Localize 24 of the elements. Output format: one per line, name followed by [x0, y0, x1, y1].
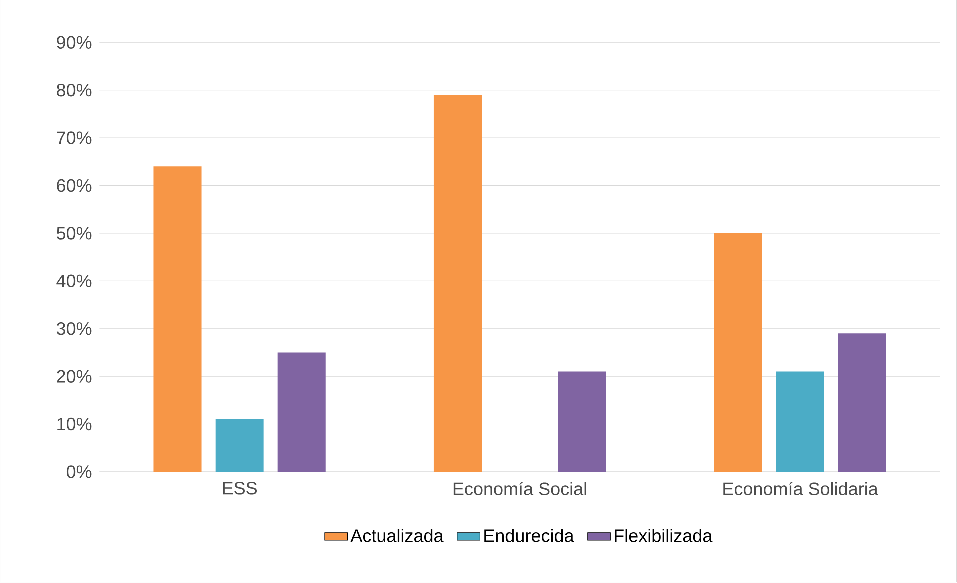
- y-tick-label: 70%: [57, 132, 92, 145]
- bar: [434, 95, 482, 472]
- y-tick-label: 20%: [57, 370, 92, 384]
- y-tick-label: 90%: [57, 36, 92, 50]
- bar: [558, 372, 606, 472]
- x-tick-label: Economía Social: [454, 482, 586, 496]
- x-tick-label: ESS: [223, 482, 258, 495]
- y-tick-label: 80%: [57, 84, 92, 97]
- x-tick-label: Economía Solidaria: [724, 482, 878, 496]
- legend-label: Flexibilizada: [615, 529, 713, 542]
- legend-label: Actualizada: [350, 529, 444, 542]
- legend-label: Endurecida: [484, 529, 574, 542]
- y-tick-label: 30%: [56, 322, 92, 336]
- y-tick-label: 10%: [58, 418, 92, 431]
- y-tick-label: 50%: [56, 227, 92, 240]
- y-tick-label: 0%: [66, 466, 92, 479]
- y-tick-label: 60%: [57, 180, 92, 192]
- bar: [776, 372, 824, 472]
- bar: [278, 352, 326, 472]
- bar: [216, 420, 264, 472]
- y-tick-label: 40%: [56, 274, 92, 288]
- bar: [838, 334, 886, 472]
- bar: [154, 166, 202, 472]
- bar: [714, 234, 762, 472]
